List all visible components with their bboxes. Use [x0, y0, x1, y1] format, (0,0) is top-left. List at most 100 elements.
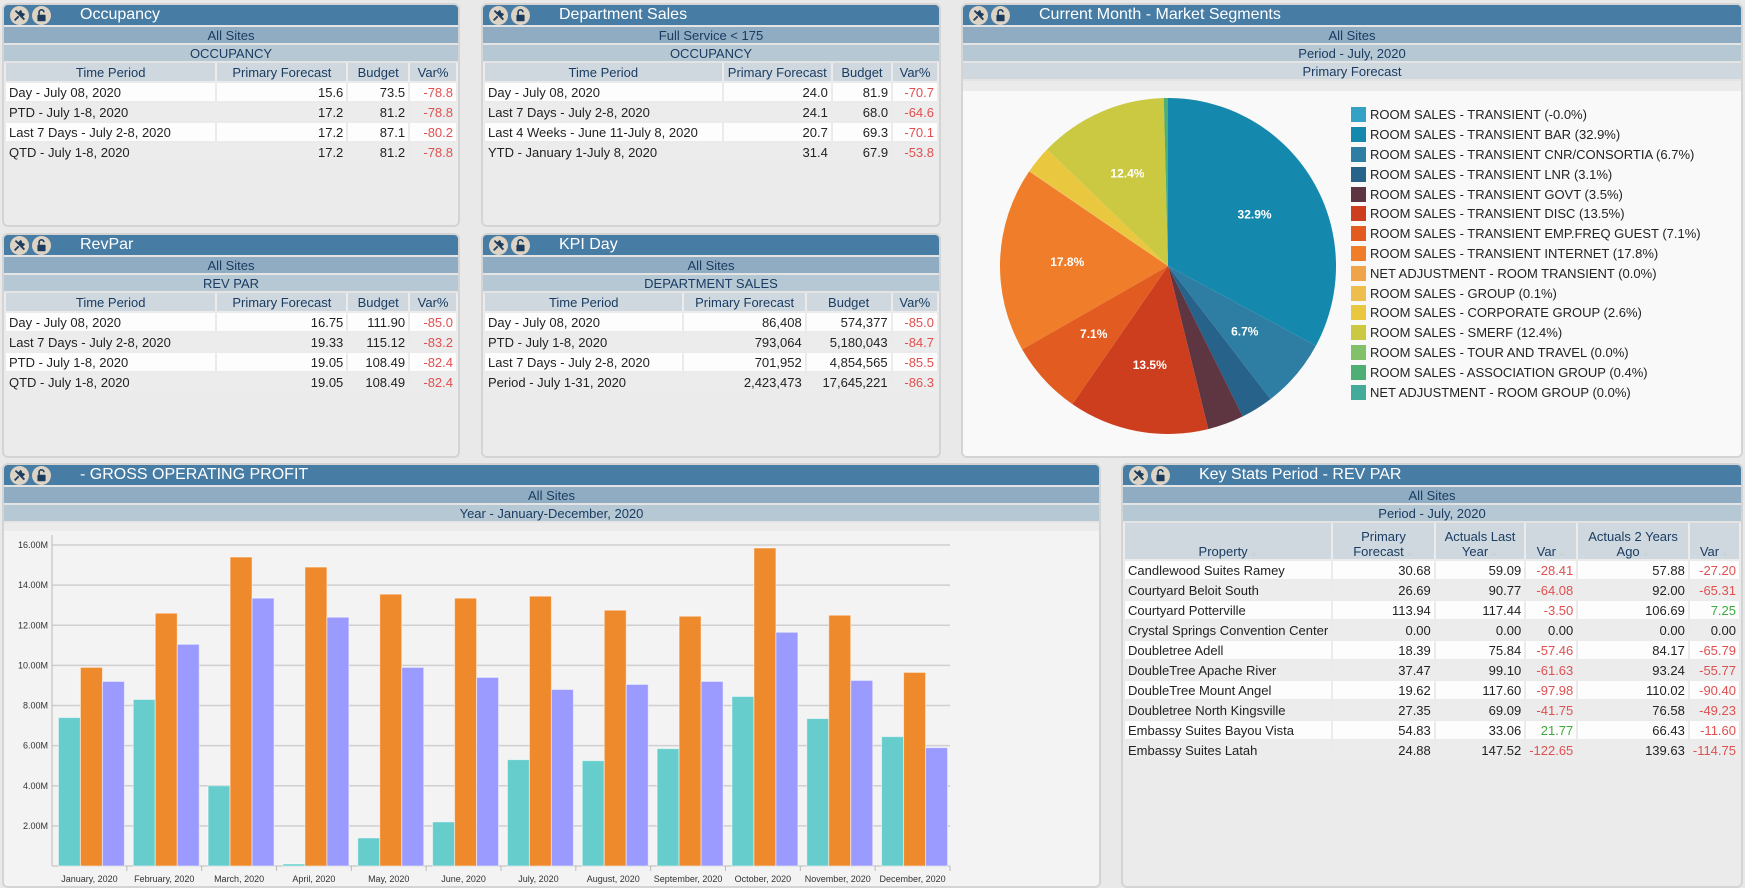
column-header[interactable]: Primary Forecast ▲ — [1333, 523, 1434, 559]
sort-arrow-icon[interactable]: ▲ — [1405, 549, 1414, 558]
table-row[interactable]: Crystal Springs Convention Center 0.00 0.0… — [1125, 621, 1739, 639]
table-row[interactable]: PTD - July 1-8, 2020 19.05 108.49 -82.4 — [6, 353, 456, 371]
table-row[interactable]: Day - July 08, 2020 15.6 73.5 -78.8 — [6, 83, 456, 101]
bar[interactable] — [903, 671, 927, 867]
column-header[interactable]: Var ▲ — [1689, 523, 1739, 559]
wrench-screwdriver-icon[interactable] — [969, 5, 988, 25]
bar[interactable] — [925, 747, 949, 867]
table-row[interactable]: Day - July 08, 2020 16.75 111.90 -85.0 — [6, 313, 456, 331]
bar[interactable] — [550, 688, 574, 867]
legend-item[interactable]: ROOM SALES - TRANSIENT (-0.0%) — [1351, 105, 1701, 125]
table-row[interactable]: Doubletree North Kingsville 27.35 69.09 -41… — [1125, 701, 1739, 719]
pie-slice[interactable] — [1168, 266, 1271, 417]
sort-arrow-icon[interactable]: ▲ — [1490, 549, 1499, 558]
bar[interactable] — [656, 748, 680, 867]
wrench-screwdriver-icon[interactable] — [489, 235, 508, 255]
bar[interactable] — [454, 597, 478, 867]
bar[interactable] — [357, 837, 381, 867]
bar[interactable] — [850, 679, 874, 867]
bar[interactable] — [57, 717, 81, 867]
bar[interactable] — [603, 609, 627, 867]
legend-item[interactable]: ROOM SALES - TRANSIENT INTERNET (17.8%) — [1351, 244, 1701, 264]
pie-slice[interactable] — [1047, 98, 1168, 266]
bar[interactable] — [132, 698, 156, 867]
pie-slice[interactable] — [1168, 266, 1243, 430]
table-row[interactable]: Doubletree Adell 18.39 75.84 -57.46 84.17 -65… — [1125, 641, 1739, 659]
bar[interactable] — [79, 666, 103, 867]
table-row[interactable]: Embassy Suites Bayou Vista 54.83 33.06 21.7… — [1125, 721, 1739, 739]
unlock-icon[interactable] — [32, 5, 51, 25]
legend-item[interactable]: ROOM SALES - TOUR AND TRAVEL (0.0%) — [1351, 343, 1701, 363]
unlock-icon[interactable] — [32, 465, 51, 485]
wrench-screwdriver-icon[interactable] — [10, 5, 29, 25]
table-row[interactable]: PTD - July 1-8, 2020 793,064 5,180,043 -84.… — [485, 333, 937, 351]
table-row[interactable]: QTD - July 1-8, 2020 17.2 81.2 -78.8 — [6, 143, 456, 161]
bar[interactable] — [625, 683, 649, 867]
bar[interactable] — [806, 718, 830, 867]
bar[interactable] — [476, 676, 500, 867]
pie-slice[interactable] — [1072, 266, 1209, 435]
bar[interactable] — [700, 680, 724, 867]
bar[interactable] — [176, 643, 200, 867]
wrench-screwdriver-icon[interactable] — [10, 465, 29, 485]
legend-item[interactable]: ROOM SALES - TRANSIENT GOVT (3.5%) — [1351, 184, 1701, 204]
bar[interactable] — [207, 785, 231, 867]
pie-slice[interactable] — [1000, 171, 1168, 350]
bar[interactable] — [326, 616, 350, 867]
table-row[interactable]: Embassy Suites Latah 24.88 147.52 -122.65 13… — [1125, 741, 1739, 759]
table-row[interactable]: Last 7 Days - July 2-8, 2020 701,952 4,854… — [485, 353, 937, 371]
table-row[interactable]: Courtyard Potterville 113.94 117.44 -3.50 10… — [1125, 601, 1739, 619]
pie-slice[interactable] — [1029, 149, 1168, 266]
bar[interactable] — [304, 566, 328, 867]
legend-item[interactable]: ROOM SALES - TRANSIENT LNR (3.1%) — [1351, 164, 1701, 184]
sort-arrow-icon[interactable]: ▲ — [1721, 549, 1730, 558]
bar[interactable] — [753, 547, 777, 867]
wrench-screwdriver-icon[interactable] — [489, 5, 508, 25]
legend-item[interactable]: NET ADJUSTMENT - ROOM TRANSIENT (0.0%) — [1351, 263, 1701, 283]
column-header[interactable]: Var ▲ — [1526, 523, 1577, 559]
column-header[interactable]: Actuals 2 Years Ago ▲ — [1578, 523, 1688, 559]
bar[interactable] — [506, 759, 530, 867]
unlock-icon[interactable] — [991, 5, 1010, 25]
wrench-screwdriver-icon[interactable] — [1129, 465, 1148, 485]
bar[interactable] — [881, 736, 905, 867]
pie-slice[interactable] — [1163, 98, 1168, 266]
legend-item[interactable]: ROOM SALES - CORPORATE GROUP (2.6%) — [1351, 303, 1701, 323]
bar[interactable] — [528, 595, 552, 867]
bar[interactable] — [401, 666, 425, 867]
table-row[interactable]: Day - July 08, 2020 24.0 81.9 -70.7 — [485, 83, 937, 101]
bar[interactable] — [775, 631, 799, 867]
table-row[interactable]: Day - July 08, 2020 86,408 574,377 -85.0 — [485, 313, 937, 331]
table-row[interactable]: DoubleTree Mount Angel 19.62 117.60 -97.98 1… — [1125, 681, 1739, 699]
table-row[interactable]: Last 7 Days - July 2-8, 2020 19.33 115.12-… — [6, 333, 456, 351]
table-row[interactable]: QTD - July 1-8, 2020 19.05 108.49 -82.4 — [6, 373, 456, 391]
bar[interactable] — [581, 760, 605, 867]
legend-item[interactable]: ROOM SALES - SMERF (12.4%) — [1351, 323, 1701, 343]
pie-slice[interactable] — [1168, 266, 1316, 400]
unlock-icon[interactable] — [32, 235, 51, 255]
wrench-screwdriver-icon[interactable] — [10, 235, 29, 255]
bar[interactable] — [678, 615, 702, 867]
legend-item[interactable]: NET ADJUSTMENT - ROOM GROUP (0.0%) — [1351, 382, 1701, 402]
table-row[interactable]: Last 4 Weeks - June 11-July 8, 2020 20.7 6… — [485, 123, 937, 141]
bar[interactable] — [731, 695, 755, 867]
table-row[interactable]: Last 7 Days - July 2-8, 2020 17.2 87.1 -80.… — [6, 123, 456, 141]
bar[interactable] — [828, 614, 852, 867]
unlock-icon[interactable] — [511, 235, 530, 255]
table-row[interactable]: PTD - July 1-8, 2020 17.2 81.2 -78.8 — [6, 103, 456, 121]
sort-arrow-icon[interactable]: ▲ — [1557, 549, 1566, 558]
table-row[interactable]: Last 7 Days - July 2-8, 2020 24.1 68.0 -64.… — [485, 103, 937, 121]
bar[interactable] — [282, 863, 306, 867]
sort-arrow-icon[interactable]: ▲ — [1249, 549, 1258, 558]
table-row[interactable]: YTD - January 1-July 8, 2020 31.4 67.9 -53.… — [485, 143, 937, 161]
unlock-icon[interactable] — [511, 5, 530, 25]
column-header[interactable]: Actuals Last Year ▲ — [1435, 523, 1525, 559]
legend-item[interactable]: ROOM SALES - TRANSIENT EMP.FREQ GUEST (7… — [1351, 224, 1701, 244]
bar[interactable] — [154, 612, 178, 867]
table-row[interactable]: Period - July 1-31, 2020 2,423,473 17,645,… — [485, 373, 937, 391]
bar[interactable] — [432, 821, 456, 867]
unlock-icon[interactable] — [1151, 465, 1170, 485]
legend-item[interactable]: ROOM SALES - TRANSIENT DISC (13.5%) — [1351, 204, 1701, 224]
table-row[interactable]: Courtyard Beloit South 26.69 90.77 -64.08 92… — [1125, 581, 1739, 599]
column-header[interactable]: Property ▲ — [1125, 523, 1332, 559]
